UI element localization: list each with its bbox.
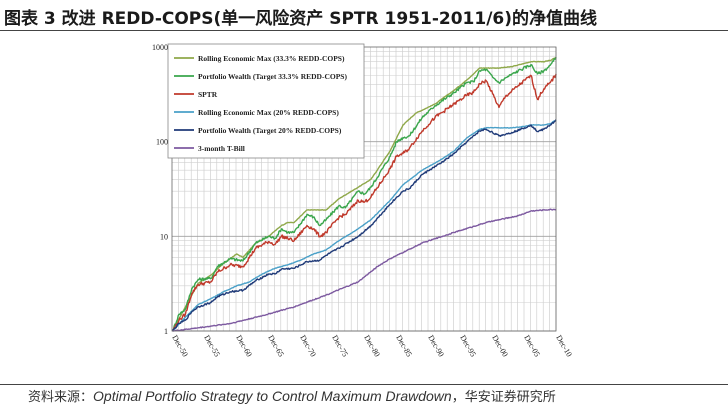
legend-label: 3-month T-Bill — [198, 144, 245, 153]
title-divider — [0, 30, 728, 31]
chart-legend: Rolling Economic Max (33.3% REDD-COPS) Po… — [167, 43, 365, 159]
legend-box — [167, 43, 365, 159]
x-tick-label: Dec-65 — [266, 334, 286, 359]
y-axis-ticks: 1 10 100 1000 — [152, 43, 168, 336]
source-divider — [0, 384, 728, 385]
chart: 1 10 100 1000 Dec-50 Dec-55 Dec-60 Dec-65 Dec-7… — [152, 43, 574, 359]
source-reference: Optimal Portfolio Strategy to Control Ma… — [93, 388, 452, 404]
chart-series — [171, 56, 557, 332]
legend-label: Rolling Economic Max (33.3% REDD-COPS) — [198, 54, 345, 63]
source-suffix: ，华安证券研究所 — [451, 390, 556, 405]
y-tick-label: 1000 — [152, 43, 168, 52]
x-tick-label: Dec-70 — [298, 334, 318, 359]
series-line — [172, 57, 557, 332]
x-axis-ticks: Dec-50 Dec-55 Dec-60 Dec-65 Dec-70 Dec-75 Dec-… — [170, 334, 574, 359]
source-note: 资料来源：Optimal Portfolio Strategy to Contr… — [28, 386, 556, 405]
series-line — [171, 56, 557, 332]
x-tick-label: Dec-60 — [234, 334, 254, 359]
x-tick-label: Dec-55 — [202, 334, 222, 359]
x-tick-label: Dec-90 — [426, 334, 446, 359]
y-tick-label: 10 — [160, 232, 168, 241]
series-line — [172, 208, 557, 332]
x-tick-label: Dec-50 — [170, 334, 190, 359]
x-tick-label: Dec-05 — [522, 334, 542, 359]
series-line — [171, 119, 557, 332]
series-line — [172, 119, 557, 332]
legend-label: Portfolio Wealth (Target 20% REDD-COPS) — [198, 126, 342, 135]
series-line — [172, 73, 557, 332]
legend-label: SPTR — [198, 90, 218, 99]
legend-label: Portfolio Wealth (Target 33.3% REDD-COPS… — [198, 72, 347, 81]
x-tick-label: Dec-00 — [490, 334, 510, 359]
x-tick-label: Dec-85 — [394, 334, 414, 359]
chart-title: 图表 3 改进 REDD-COPS(单一风险资产 SPTR 1951-2011/… — [4, 9, 597, 29]
source-prefix: 资料来源： — [28, 390, 94, 405]
x-tick-label: Dec-75 — [330, 334, 350, 359]
x-tick-label: Dec-10 — [554, 334, 574, 359]
legend-label: Rolling Economic Max (20% REDD-COPS) — [198, 108, 339, 117]
y-tick-label: 100 — [156, 138, 168, 147]
y-tick-label: 1 — [164, 327, 168, 336]
x-tick-label: Dec-80 — [362, 334, 382, 359]
x-tick-label: Dec-95 — [458, 334, 478, 359]
